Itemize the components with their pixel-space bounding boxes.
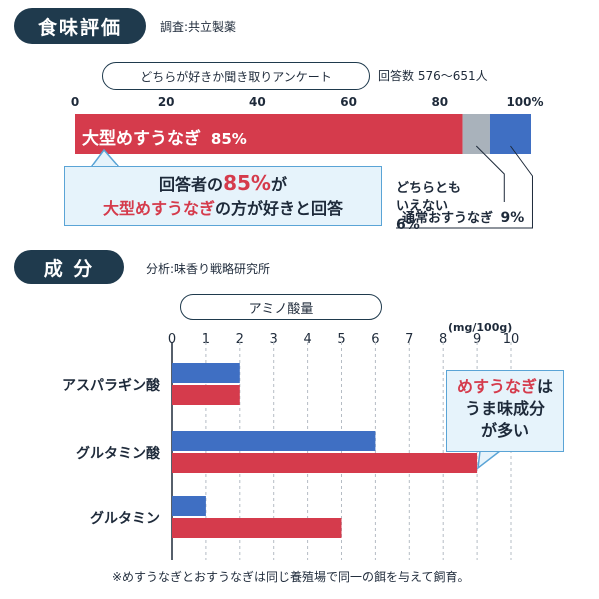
amino-category-label: グルタミン bbox=[90, 511, 160, 527]
segment-name-normal: 通常おすうなぎ bbox=[402, 211, 494, 226]
leader-line-neither bbox=[475, 145, 505, 202]
amino-tick-label: 5 bbox=[337, 332, 346, 347]
callout2-line3: が多い bbox=[480, 421, 529, 440]
amino-bar-0-0 bbox=[172, 363, 240, 383]
amino-tick-label: 9 bbox=[472, 332, 482, 347]
survey-tick-label: 0 bbox=[70, 95, 80, 109]
respondent-count: 回答数 576〜651人 bbox=[378, 69, 488, 83]
amino-category-label: アスパラギン酸 bbox=[62, 378, 160, 394]
amino-bar-1-1 bbox=[172, 453, 478, 473]
amino-bar-2-0 bbox=[172, 496, 206, 516]
amino-bar-1-0 bbox=[172, 431, 376, 451]
amino-tick-label: 1 bbox=[201, 332, 211, 347]
section1-title: 食味評価 bbox=[14, 8, 146, 44]
amino-unit-label: (mg/100g) bbox=[448, 321, 513, 334]
survey-tick-label: 100% bbox=[506, 95, 544, 109]
survey-segment-0 bbox=[75, 114, 463, 154]
survey-tick-label: 20 bbox=[157, 95, 175, 109]
leader-line-normal bbox=[396, 145, 533, 229]
survey-tick-label: 80 bbox=[431, 95, 449, 109]
callout1-line1: 回答者の85%が bbox=[159, 171, 287, 195]
section2-title: 成 分 bbox=[14, 250, 124, 284]
amino-tick-label: 0 bbox=[167, 332, 177, 347]
survey-segment-1 bbox=[462, 114, 490, 154]
segment-label-neither: どちらとも いえない 6% bbox=[396, 162, 461, 235]
amino-bar-2-1 bbox=[172, 518, 342, 538]
survey-source-note: 調査:共立製薬 bbox=[160, 20, 237, 34]
segment-name-neither: どちらとも いえない bbox=[396, 181, 462, 214]
segment-value-normal: 9% bbox=[500, 210, 525, 226]
analysis-source-note: 分析:味香り戦略研究所 bbox=[146, 262, 271, 276]
survey-segment-2 bbox=[489, 114, 531, 154]
callout2-line1: めすうなぎは bbox=[456, 377, 554, 396]
amino-tick-label: 4 bbox=[303, 332, 312, 347]
survey-tick-label: 40 bbox=[249, 95, 266, 109]
amino-category-label: グルタミン酸 bbox=[76, 446, 160, 462]
amino-chart-title: アミノ酸量 bbox=[180, 294, 382, 320]
callout2-line2: うま味成分 bbox=[464, 399, 545, 418]
survey-result-callout: 回答者の85%が 大型めすうなぎの方が好きと回答 bbox=[64, 166, 382, 226]
amino-tick-label: 10 bbox=[502, 332, 520, 347]
segment-value-female: 85% bbox=[210, 130, 247, 148]
callout1-line2: 大型めすうなぎの方が好きと回答 bbox=[102, 199, 344, 218]
segment-value-neither: 6% bbox=[396, 217, 420, 233]
segment-name-female: 大型めすうなぎ bbox=[82, 129, 201, 149]
amino-bar-0-1 bbox=[172, 385, 240, 405]
amino-tick-label: 3 bbox=[269, 332, 278, 347]
callout2-pointer bbox=[477, 450, 503, 470]
footnote: ※めすうなぎとおすうなぎは同じ養殖場で同一の餌を与えて飼育。 bbox=[112, 570, 470, 584]
umami-callout: めすうなぎは うま味成分 が多い bbox=[446, 370, 564, 452]
segment-label-female: 大型めすうなぎ 85% bbox=[82, 124, 247, 149]
survey-tick-label: 60 bbox=[340, 95, 357, 109]
amino-tick-label: 8 bbox=[439, 332, 448, 347]
amino-tick-label: 7 bbox=[405, 332, 414, 347]
amino-tick-label: 6 bbox=[371, 332, 380, 347]
amino-tick-label: 2 bbox=[235, 332, 244, 347]
survey-title: どちらが好きか聞き取りアンケート bbox=[102, 62, 370, 90]
segment-label-normal: 通常おすうなぎ 9% bbox=[402, 207, 524, 226]
